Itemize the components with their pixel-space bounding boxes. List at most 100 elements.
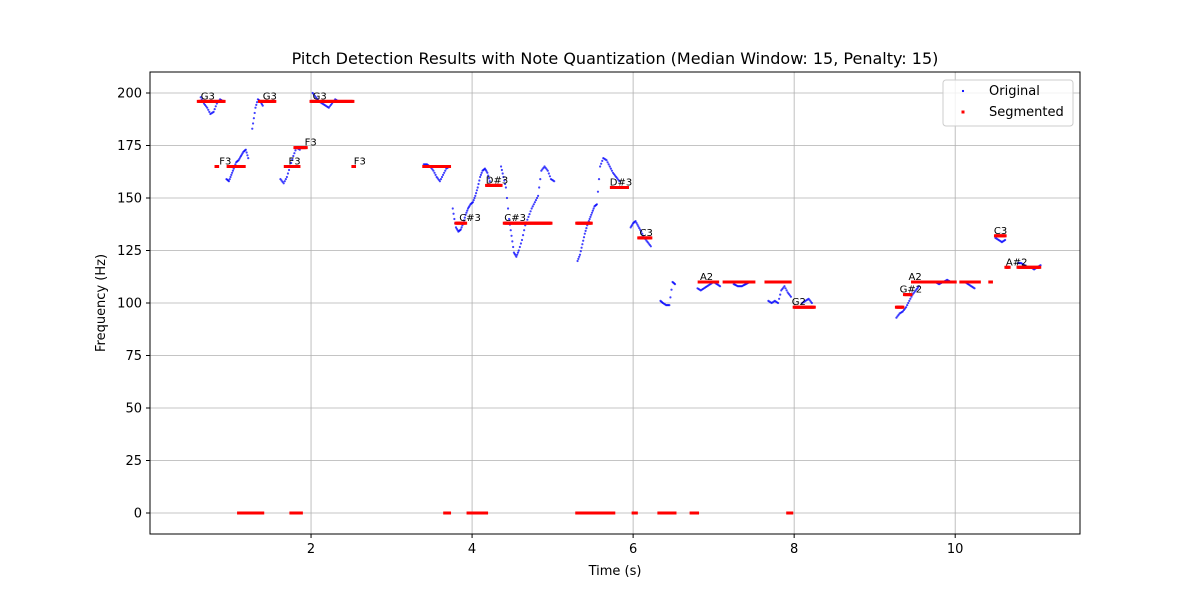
- original-point: [605, 159, 608, 162]
- original-point: [515, 255, 518, 258]
- original-point: [649, 245, 652, 248]
- original-point: [636, 223, 639, 226]
- original-point: [639, 228, 642, 231]
- original-point: [529, 210, 532, 213]
- note-label: G3: [263, 91, 277, 102]
- segmented-point: [216, 165, 220, 168]
- original-point: [294, 149, 297, 152]
- original-point: [508, 217, 511, 221]
- original-point: [609, 167, 612, 170]
- original-point: [539, 178, 542, 181]
- original-point: [479, 173, 483, 176]
- legend: Original Segmented: [942, 79, 1074, 127]
- original-point: [642, 234, 645, 237]
- original-point: [478, 179, 481, 182]
- note-label: D#3: [486, 175, 508, 186]
- original-point: [511, 240, 514, 243]
- original-point: [475, 192, 478, 195]
- original-point: [291, 158, 294, 161]
- note-label: A#2: [1006, 257, 1028, 268]
- original-point: [465, 211, 468, 214]
- original-point: [585, 227, 588, 230]
- segmented-point: [953, 280, 957, 284]
- original-point: [443, 171, 446, 174]
- original-point: [1039, 264, 1042, 267]
- legend-label-original: Original: [989, 84, 1040, 99]
- original-point: [505, 196, 509, 200]
- original-point: [227, 180, 231, 183]
- original-point: [504, 186, 507, 189]
- original-point: [810, 301, 813, 305]
- original-point: [438, 180, 441, 183]
- note-labels: G3 F3 G3 F3 F3 G3 F3 C#3 D#3 C#3 D#3 C3 A2 G2 G#2 A2 C3 A…: [201, 91, 1028, 308]
- x-tick-label: 10: [947, 542, 964, 557]
- original-point: [453, 217, 456, 221]
- original-point: [578, 255, 581, 258]
- original-point: [229, 175, 232, 179]
- original-point: [670, 288, 673, 291]
- original-point: [599, 165, 602, 168]
- original-point: [246, 154, 249, 157]
- original-point: [293, 152, 296, 155]
- chart-title: Pitch Detection Results with Note Quanti…: [292, 49, 939, 68]
- original-point: [582, 239, 585, 242]
- original-point: [247, 157, 250, 160]
- original-point: [462, 219, 466, 222]
- original-point: [452, 212, 455, 215]
- x-tick-label: 2: [307, 542, 315, 557]
- original-point: [579, 250, 582, 253]
- original-point: [517, 249, 520, 252]
- original-point: [583, 232, 586, 235]
- original-point: [577, 257, 580, 260]
- original-point: [608, 165, 611, 168]
- y-tick-label: 175: [117, 139, 142, 154]
- note-label: G#2: [900, 285, 923, 296]
- segmented-point: [649, 236, 653, 240]
- y-tick-label: 50: [125, 402, 142, 417]
- original-point: [451, 207, 454, 210]
- note-label: C3: [994, 226, 1007, 237]
- original-point: [537, 194, 540, 197]
- original-point: [287, 168, 291, 172]
- segmented-point: [909, 293, 913, 297]
- segmented-point: [464, 221, 468, 225]
- x-axis-label: Time (s): [588, 564, 642, 579]
- original-point: [779, 293, 782, 296]
- original-point: [232, 167, 235, 170]
- original-point: [610, 169, 614, 172]
- original-point: [531, 205, 534, 208]
- original-point: [637, 225, 640, 228]
- original-point: [292, 154, 295, 158]
- segmented-point: [304, 146, 308, 150]
- original-point: [640, 230, 643, 233]
- y-tick-label: 25: [125, 454, 142, 469]
- original-point: [506, 207, 510, 210]
- original-point: [917, 285, 921, 288]
- series-segmented: [196, 99, 1042, 515]
- original-point: [512, 245, 515, 249]
- segmented-point: [612, 511, 616, 515]
- original-point: [476, 186, 479, 189]
- original-point: [433, 171, 436, 174]
- original-point: [778, 297, 781, 300]
- original-point: [245, 151, 248, 154]
- original-point: [591, 209, 594, 212]
- original-point: [546, 169, 549, 172]
- original-point: [906, 304, 909, 307]
- original-point: [668, 304, 671, 307]
- x-tick-label: 6: [629, 542, 637, 557]
- original-point: [592, 207, 595, 210]
- grid: [150, 72, 1080, 534]
- original-point: [524, 224, 527, 227]
- original-point: [444, 169, 447, 172]
- note-label: C#3: [504, 213, 526, 224]
- original-point: [600, 162, 603, 165]
- segmented-point: [273, 99, 277, 103]
- original-point: [596, 190, 600, 193]
- original-point: [440, 175, 444, 179]
- original-point: [230, 173, 233, 176]
- original-point: [576, 259, 579, 263]
- original-point: [228, 178, 231, 181]
- note-label: A2: [700, 272, 713, 283]
